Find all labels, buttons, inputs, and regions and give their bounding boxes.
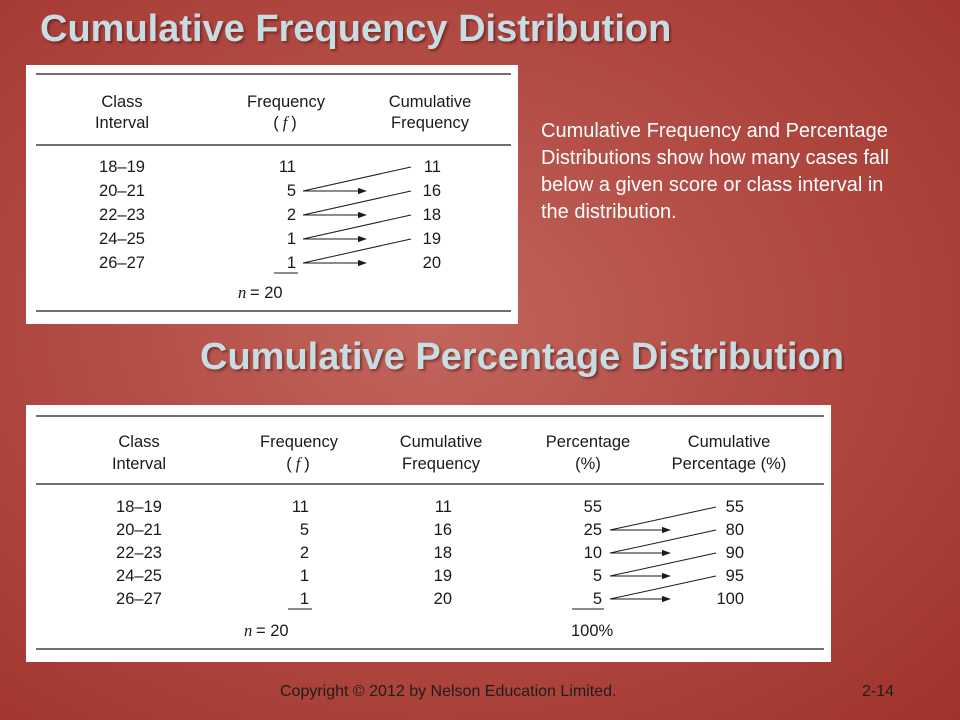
- t2-row3-f: 2: [300, 544, 309, 562]
- t1-row5-cf: 20: [423, 254, 441, 272]
- cumulative-frequency-table: Class Interval Frequency ( f ) Cumulativ…: [26, 65, 518, 324]
- t2-header-cumulative-1: Cumulative: [400, 433, 483, 451]
- t2-row5-f: 1: [300, 590, 309, 608]
- t2-row1-cpct: 55: [726, 498, 744, 516]
- t1-row1-interval: 18–19: [99, 158, 145, 176]
- t2-row2-cpct: 80: [726, 521, 744, 539]
- table1-svg: Class Interval Frequency ( f ) Cumulativ…: [36, 73, 511, 312]
- t1-row3-interval: 22–23: [99, 206, 145, 224]
- t1-row1-f: 11: [279, 158, 296, 176]
- page-number: 2-14: [862, 683, 895, 700]
- t2-row5-pct: 5: [593, 590, 602, 608]
- t2-row5-cf: 20: [434, 590, 452, 608]
- t1-header-frequency-1: Frequency: [247, 93, 326, 111]
- description-text: Cumulative Frequency and Percentage Dist…: [541, 120, 889, 223]
- cumulative-percentage-table: Class Interval Frequency ( f ) Cumulativ…: [26, 405, 831, 662]
- t2-row4-cpct: 95: [726, 567, 744, 585]
- t1-header-class-1: Class: [101, 93, 142, 111]
- t2-row1-pct: 55: [584, 498, 602, 516]
- t2-row2-interval: 20–21: [116, 521, 162, 539]
- slide-subtitle: Cumulative Percentage Distribution: [200, 336, 845, 378]
- t2-row2-f: 5: [300, 521, 309, 539]
- t1-diagonal-2: [302, 190, 412, 216]
- t2-header-cum-pct-1: Cumulative: [688, 433, 771, 451]
- t2-row5-interval: 26–27: [116, 590, 162, 608]
- t1-total-value: = 20: [250, 284, 283, 302]
- t1-row2-f: 5: [287, 182, 296, 200]
- t1-total-symbol: n: [238, 283, 246, 302]
- t1-diagonal-3: [302, 214, 412, 240]
- t1-row1-cf: 11: [424, 158, 441, 176]
- t2-row4-cf: 19: [434, 567, 452, 585]
- t1-header-class-2: Interval: [95, 114, 149, 132]
- t2-diagonal-3: [609, 552, 717, 577]
- t2-row1-cf: 11: [435, 498, 452, 516]
- t2-header-freq-symbol: f: [296, 454, 303, 473]
- t2-row5-cpct: 100: [716, 590, 744, 608]
- footer-copyright: Copyright © 2012 by Nelson Education Lim…: [280, 683, 617, 700]
- t1-row4-interval: 24–25: [99, 230, 145, 248]
- t2-row4-interval: 24–25: [116, 567, 162, 585]
- t2-total-value: = 20: [256, 622, 289, 640]
- t1-diagonal-1: [302, 166, 412, 192]
- t1-row2-interval: 20–21: [99, 182, 145, 200]
- t2-row4-pct: 5: [593, 567, 602, 585]
- t2-row2-pct: 25: [584, 521, 602, 539]
- t2-header-percentage-1: Percentage: [546, 433, 630, 451]
- t1-row4-f: 1: [287, 230, 296, 248]
- t1-row5-interval: 26–27: [99, 254, 145, 272]
- t1-header-freq-symbol: f: [283, 113, 290, 132]
- t2-row2-cf: 16: [434, 521, 452, 539]
- t2-row3-cpct: 90: [726, 544, 744, 562]
- t2-row3-pct: 10: [584, 544, 602, 562]
- t2-header-cum-pct-2: Percentage (%): [672, 455, 787, 473]
- t2-total-symbol: n: [244, 621, 252, 640]
- t2-header-freq-open: (: [286, 455, 292, 473]
- t2-header-percentage-2: (%): [575, 455, 601, 473]
- t2-diagonal-4: [609, 575, 717, 600]
- t2-row3-cf: 18: [434, 544, 452, 562]
- t2-header-class-1: Class: [118, 433, 159, 451]
- t1-header-freq-close: ): [291, 114, 297, 132]
- t1-header-freq-open: (: [273, 114, 279, 132]
- t2-pct-total: 100%: [571, 622, 614, 640]
- t2-diagonal-2: [609, 529, 717, 554]
- t1-row5-f: 1: [287, 254, 296, 272]
- t1-row3-cf: 18: [423, 206, 441, 224]
- t1-row2-cf: 16: [423, 182, 441, 200]
- t2-row4-f: 1: [300, 567, 309, 585]
- table2-svg: Class Interval Frequency ( f ) Cumulativ…: [36, 415, 824, 650]
- t2-header-class-2: Interval: [112, 455, 166, 473]
- t2-header-frequency-1: Frequency: [260, 433, 339, 451]
- t1-row4-cf: 19: [423, 230, 441, 248]
- t1-header-cumulative-2: Frequency: [391, 114, 470, 132]
- t2-row1-interval: 18–19: [116, 498, 162, 516]
- t2-row1-f: 11: [292, 498, 309, 516]
- t2-header-cumulative-2: Frequency: [402, 455, 481, 473]
- t2-row3-interval: 22–23: [116, 544, 162, 562]
- t1-diagonal-4: [302, 238, 412, 264]
- t1-row3-f: 2: [287, 206, 296, 224]
- t1-header-cumulative-1: Cumulative: [389, 93, 472, 111]
- t2-diagonal-1: [609, 506, 717, 531]
- slide-title: Cumulative Frequency Distribution: [40, 8, 672, 50]
- t2-header-freq-close: ): [304, 455, 310, 473]
